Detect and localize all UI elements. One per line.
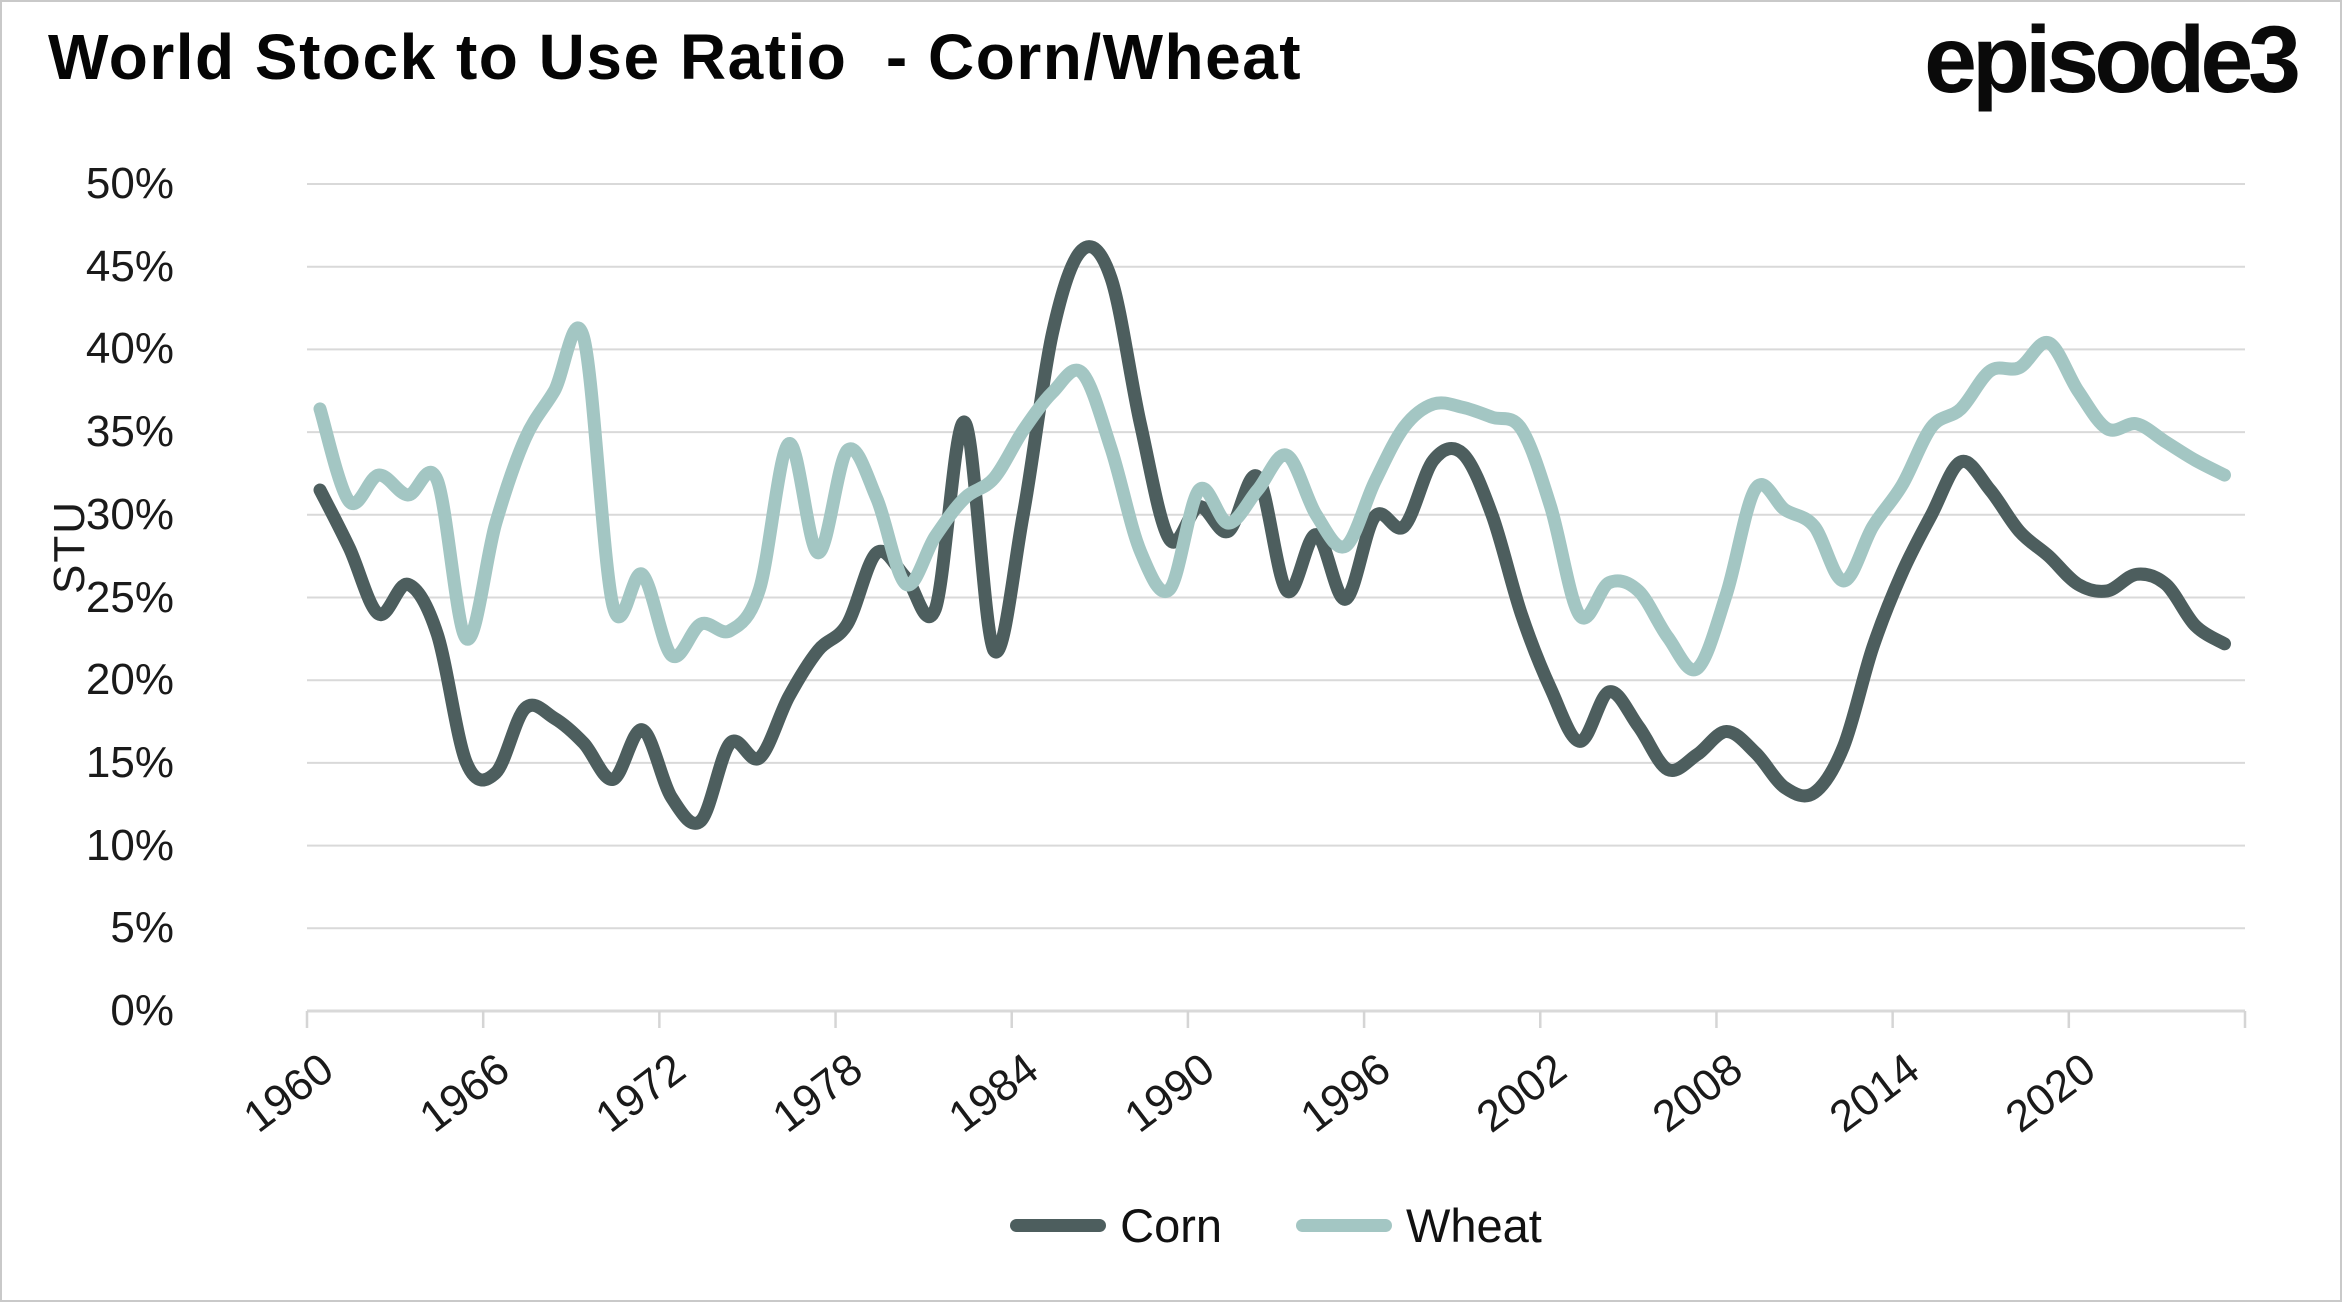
y-tick-label: 25% (85, 572, 174, 622)
y-tick-label: 35% (85, 407, 174, 457)
legend-item-wheat: Wheat (1296, 1198, 1542, 1253)
y-tick-label: 15% (85, 737, 174, 787)
corn-series-line (313, 240, 2231, 830)
y-tick-label: 30% (85, 489, 174, 539)
legend-item-corn: Corn (1010, 1198, 1222, 1253)
legend-label-corn: Corn (1120, 1199, 1223, 1252)
y-tick-label: 20% (85, 655, 174, 705)
y-tick-label: 50% (85, 159, 174, 208)
y-tick-label: 5% (110, 903, 174, 953)
corn-line-swatch (1010, 1219, 1107, 1232)
wheat-series-line (313, 321, 2231, 677)
legend-label-wheat: Wheat (1406, 1199, 1542, 1252)
y-tick-label: 45% (85, 241, 174, 291)
y-tick-label: 40% (85, 324, 174, 374)
legend: Corn Wheat (307, 1198, 2245, 1253)
wheat-line-swatch (1296, 1219, 1393, 1232)
y-axis-title: STU (45, 500, 94, 594)
y-tick-label: 0% (110, 986, 174, 1035)
episode3-logo: episode3 (1924, 7, 2301, 113)
y-tick-label: 10% (85, 820, 174, 870)
chart-title: World Stock to Use Ratio - Corn/Wheat (48, 21, 1303, 93)
